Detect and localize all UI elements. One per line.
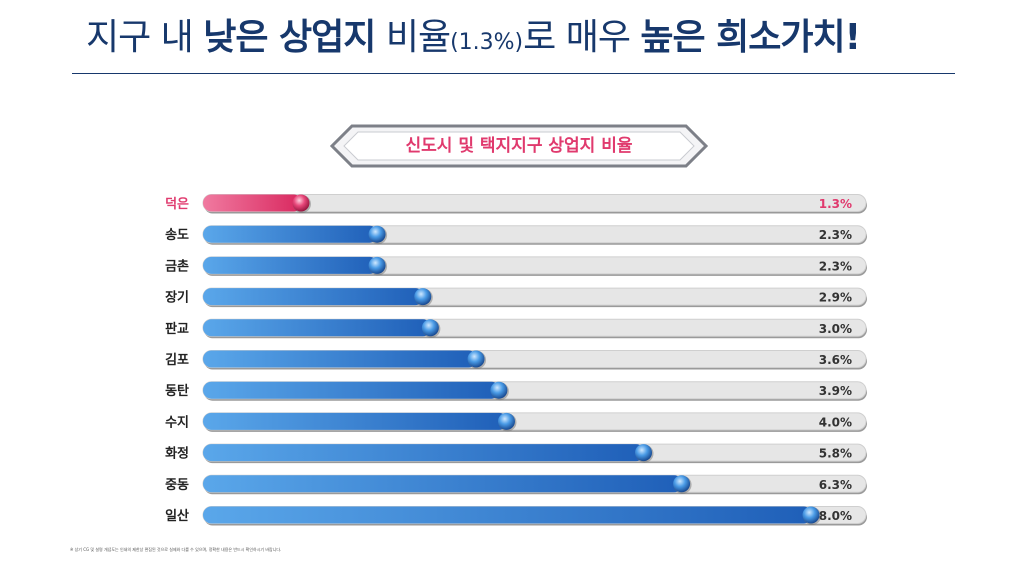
value-label: 2.9%: [819, 291, 852, 305]
bar-row: 중동 6.3%: [165, 474, 867, 495]
value-label: 8.0%: [819, 509, 852, 523]
bar-row: 일산 8.0%: [165, 506, 867, 526]
bar: [203, 288, 424, 306]
value-label: 2.3%: [819, 259, 852, 273]
bar: [203, 444, 645, 462]
value-label: 3.0%: [819, 322, 852, 336]
category-label: 화정: [165, 446, 189, 462]
headline-part-1: 지구 내: [86, 17, 204, 58]
bar-knob: [490, 381, 508, 399]
headline: 지구 내 낮은 상업지 비율(1.3%)로 매우 높은 희소가치!: [86, 14, 861, 67]
chart-title: 신도시 및 택지지구 상업지 비율: [405, 136, 633, 156]
bar-knob: [368, 225, 386, 243]
bar: [203, 225, 379, 243]
value-label: 3.9%: [819, 384, 852, 398]
chart-title-badge: 신도시 및 택지지구 상업지 비율: [330, 124, 708, 168]
value-label: 1.3%: [819, 197, 852, 211]
bar: [203, 256, 379, 274]
category-label: 덕은: [165, 196, 189, 212]
bar: [203, 506, 812, 524]
bar-row: 수지 4.0%: [165, 412, 867, 432]
category-label: 중동: [165, 478, 189, 493]
headline-part-5: 로 매우: [523, 17, 641, 58]
bar-knob: [292, 194, 310, 212]
bar-knob: [635, 444, 653, 462]
category-label: 수지: [165, 415, 189, 430]
bar-row: 덕은 1.3%: [165, 194, 867, 214]
bar-row: 화정 5.8%: [165, 443, 867, 464]
value-label: 5.8%: [819, 447, 852, 461]
category-label: 송도: [165, 228, 189, 243]
headline-part-6: 높은 희소가치!: [640, 17, 861, 58]
category-label: 일산: [165, 508, 189, 524]
bar: [203, 350, 478, 368]
category-label: 동탄: [165, 383, 189, 399]
bar-knob: [673, 475, 691, 493]
bar-row: 판교 3.0%: [165, 318, 867, 339]
bar-knob: [467, 350, 485, 368]
bar-knob: [414, 288, 432, 306]
bar: [203, 194, 302, 212]
bar: [203, 412, 508, 430]
bar-row: 송도 2.3%: [165, 225, 867, 245]
category-label: 장기: [165, 290, 189, 306]
headline-part-3: 비율: [375, 17, 451, 58]
bar-row: 동탄 3.9%: [165, 381, 867, 401]
bar-row: 김포 3.6%: [165, 350, 867, 370]
value-label: 2.3%: [819, 228, 852, 242]
badge-shape: [330, 124, 708, 168]
bar: [203, 319, 432, 337]
bar-knob: [498, 412, 515, 430]
bar-knob: [802, 506, 820, 524]
value-label: 4.0%: [819, 415, 852, 429]
bar-knob: [421, 319, 439, 337]
category-label: 금촌: [165, 259, 189, 274]
bar: [203, 381, 500, 399]
value-label: 3.6%: [819, 353, 852, 367]
footnote: ※ 상기 CG 및 설명 개념도는 인쇄의 제한상 편집된 것으로 실제와 다를…: [70, 547, 282, 552]
category-label: 김포: [165, 353, 189, 368]
header-divider: [72, 73, 955, 74]
value-label: 6.3%: [819, 478, 852, 492]
headline-part-4: (1.3%): [450, 30, 524, 55]
category-label: 판교: [165, 321, 189, 337]
headline-part-2: 낮은 상업지: [203, 17, 376, 58]
bar-row: 금촌 2.3%: [165, 256, 867, 276]
bar-row: 장기 2.9%: [165, 287, 867, 308]
bar-knob: [368, 256, 386, 274]
bar: [203, 475, 683, 493]
